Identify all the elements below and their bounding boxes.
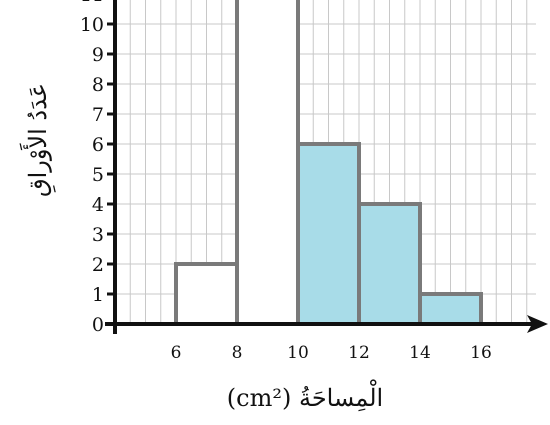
x-tick-label: 10 — [287, 343, 309, 363]
y-tick-label: 10 — [80, 14, 104, 36]
x-tick-label: 16 — [470, 343, 492, 363]
histogram-bar — [237, 0, 298, 324]
x-tick-label: 6 — [171, 343, 182, 363]
y-tick-label: 7 — [92, 104, 104, 126]
x-tick-label: 12 — [348, 343, 370, 363]
y-tick-label: 9 — [92, 44, 104, 66]
y-tick-label: 3 — [92, 224, 104, 246]
y-tick-label: 5 — [92, 164, 104, 186]
y-tick-label: 0 — [92, 314, 104, 336]
x-tick-label: 14 — [409, 343, 431, 363]
y-axis-label: عَدَدُ الأَوْراقِ — [19, 83, 56, 197]
y-tick-label: 6 — [92, 134, 104, 156]
x-axis-label: الْمِساحَةُ (cm²) — [227, 379, 383, 412]
histogram-bar — [420, 294, 481, 324]
y-tick-label: 11 — [80, 0, 104, 6]
histogram-bar — [298, 144, 359, 324]
y-tick-label: 1 — [92, 284, 104, 306]
histogram-bar — [359, 204, 420, 324]
y-tick-labels: 0 1 2 3 4 5 6 7 8 9 10 11 — [80, 0, 104, 336]
y-tick-label: 4 — [92, 194, 104, 216]
y-tick-label: 8 — [92, 74, 104, 96]
histogram-bar — [176, 264, 237, 324]
x-tick-labels: 6 8 10 12 14 16 — [171, 343, 492, 363]
x-tick-label: 8 — [232, 343, 243, 363]
y-tick-label: 2 — [92, 254, 104, 276]
